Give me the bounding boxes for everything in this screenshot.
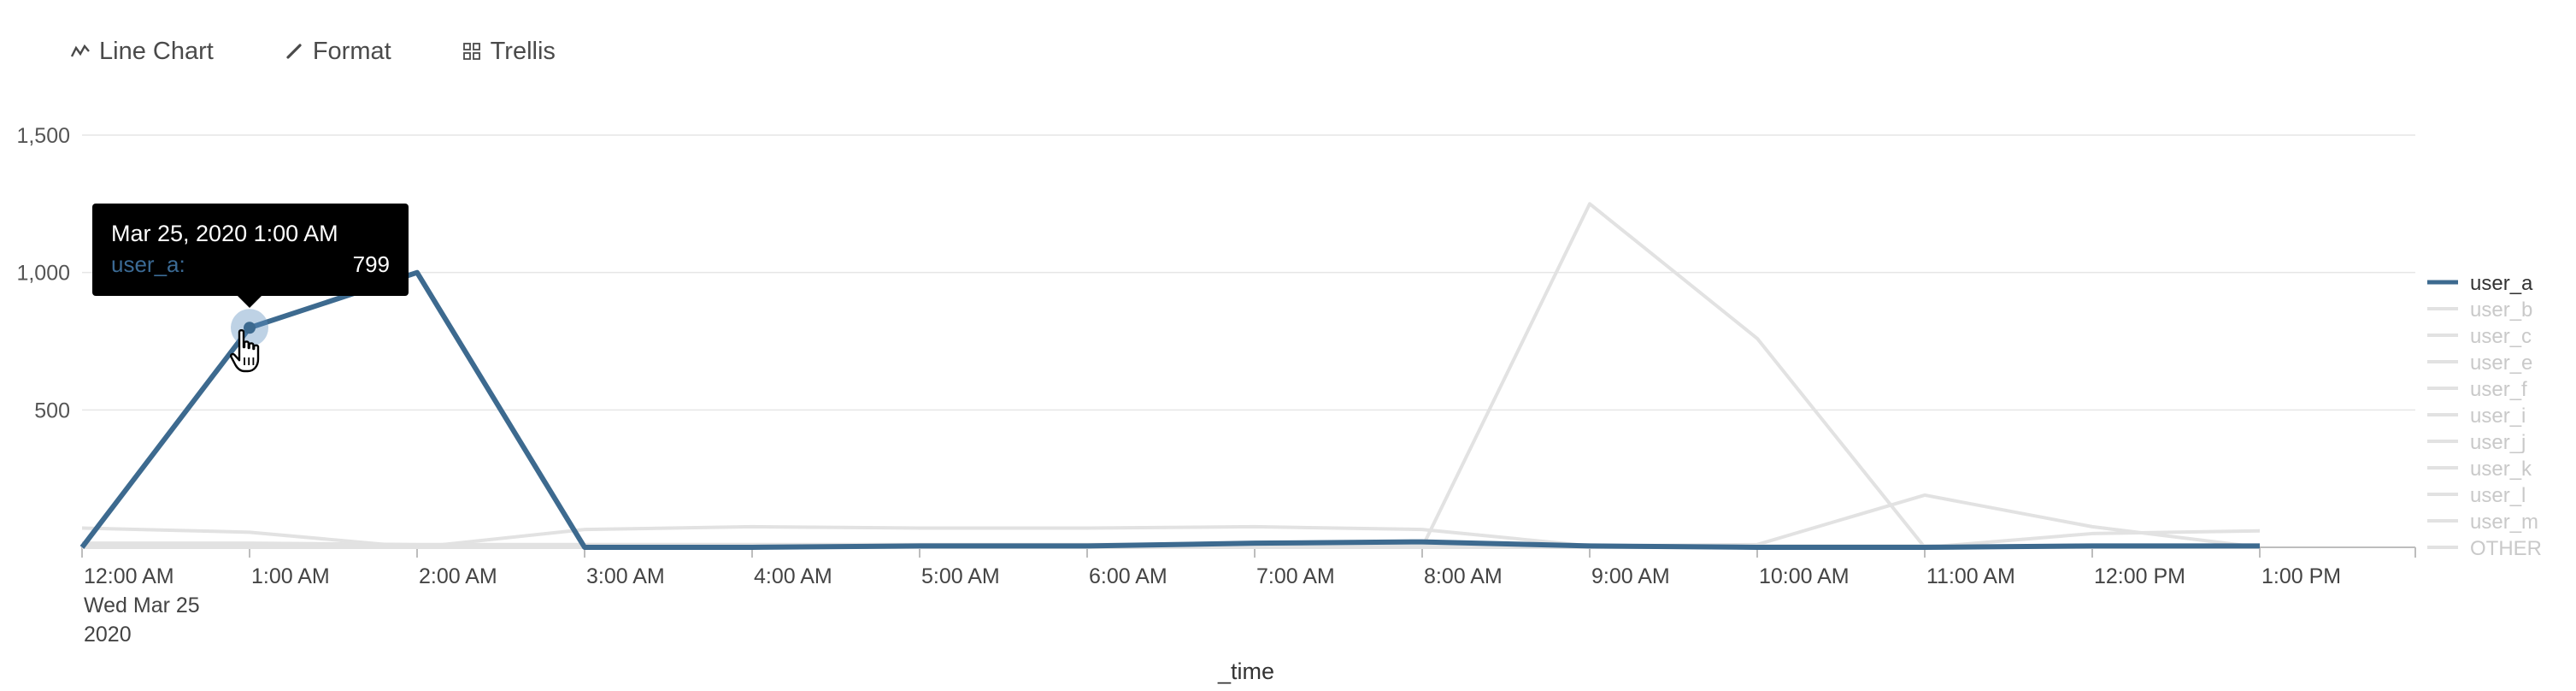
- x-tick-label: 5:00 AM: [921, 564, 1000, 588]
- x-tick-date-label: 2020: [84, 623, 132, 647]
- hover-point: [244, 322, 256, 334]
- x-tick-label: 8:00 AM: [1424, 564, 1503, 588]
- x-tick-label: 1:00 PM: [2261, 564, 2341, 588]
- x-tick-label: 6:00 AM: [1089, 564, 1167, 588]
- x-tick-label: 12:00 AM: [84, 564, 174, 588]
- legend-item-user_k: user_k: [2470, 458, 2532, 481]
- legend-item-user_c: user_c: [2470, 325, 2532, 348]
- grid-icon: [460, 39, 484, 63]
- x-tick-label: 3:00 AM: [586, 564, 665, 588]
- line-chart-icon: [68, 39, 92, 63]
- x-axis-title: _time: [1217, 659, 1274, 684]
- y-tick-label: 1,500: [16, 124, 70, 148]
- tooltip-title: Mar 25, 2020 1:00 AM: [111, 221, 338, 246]
- x-tick-date-label: Wed Mar 25: [84, 594, 200, 617]
- legend-item-user_e: user_e: [2470, 351, 2532, 375]
- y-tick-label: 1,000: [16, 262, 70, 286]
- chart-tooltip: Mar 25, 2020 1:00 AM user_a: 799: [92, 204, 409, 308]
- tooltip-series-name: user_a:: [111, 251, 185, 277]
- legend-item-user_l: user_l: [2470, 484, 2526, 507]
- legend-item-user_a: user_a: [2470, 272, 2533, 295]
- legend-item-user_m: user_m: [2470, 511, 2538, 534]
- legend-item-user_b: user_b: [2470, 298, 2532, 322]
- x-tick-label: 12:00 PM: [2094, 564, 2185, 588]
- format-button[interactable]: Format: [282, 31, 391, 72]
- x-tick-label: 9:00 AM: [1591, 564, 1670, 588]
- legend-item-OTHER: OTHER: [2470, 537, 2542, 560]
- brush-icon: [282, 39, 306, 63]
- x-tick-label: 11:00 AM: [1926, 564, 2015, 588]
- format-label: Format: [312, 37, 391, 65]
- hand-cursor-icon: [229, 328, 267, 375]
- line-chart-label: Line Chart: [99, 37, 214, 65]
- legend-item-user_i: user_i: [2470, 405, 2526, 428]
- line-chart-button[interactable]: Line Chart: [68, 31, 214, 72]
- tooltip-value: 799: [352, 251, 390, 277]
- tooltip-row: user_a: 799: [111, 250, 390, 279]
- legend-item-user_j: user_j: [2470, 431, 2526, 454]
- x-tick-label: 7:00 AM: [1256, 564, 1335, 588]
- legend-item-user_f: user_f: [2470, 378, 2527, 401]
- y-tick-label: 500: [34, 399, 70, 422]
- series-line-user_b: [81, 493, 2261, 549]
- trellis-label: Trellis: [490, 37, 556, 65]
- chart-toolbar: Line Chart Format Trellis: [68, 31, 624, 72]
- x-tick-label: 4:00 AM: [754, 564, 832, 588]
- x-tick-label: 1:00 AM: [251, 564, 330, 588]
- x-tick-label: 10:00 AM: [1759, 564, 1850, 588]
- series-line-user_a: [79, 269, 2260, 550]
- trellis-button[interactable]: Trellis: [460, 31, 556, 72]
- x-tick-label: 2:00 AM: [419, 564, 497, 588]
